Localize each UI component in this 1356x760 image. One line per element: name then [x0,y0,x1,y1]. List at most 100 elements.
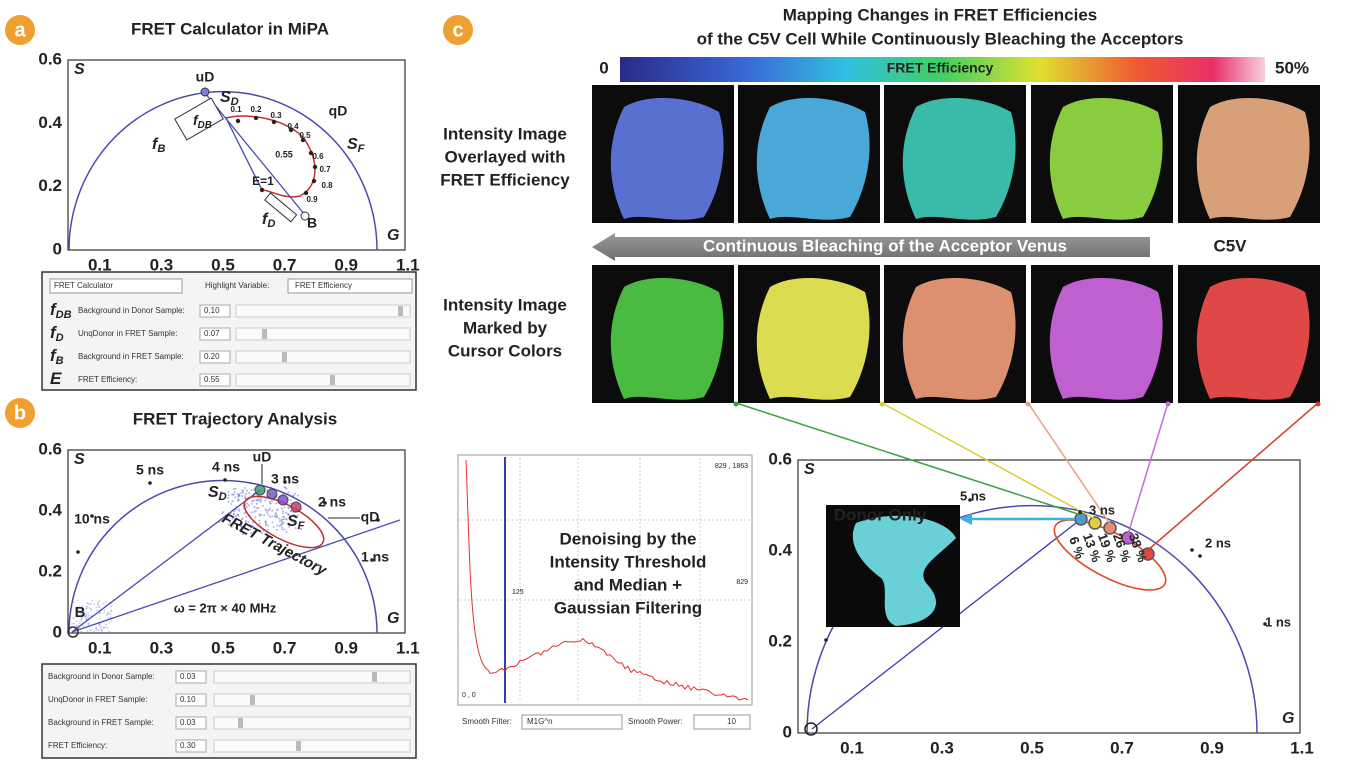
scatter-dot [251,511,253,513]
slider-thumb [250,695,255,705]
scatter-dot [261,514,263,516]
y-tick-label: 0.2 [38,561,62,580]
annotation: 0.5 [299,131,311,140]
link-end [1026,402,1031,407]
slider[interactable] [214,740,410,752]
scatter-dot [93,631,95,633]
annotation: ω = 2π × 40 MHz [174,600,277,615]
scatter-dot [286,493,288,495]
cell-image [1197,278,1310,400]
slider[interactable] [214,671,410,683]
scatter-dot [103,626,105,628]
slider[interactable] [214,717,410,729]
annotation: 1 ns [361,549,389,565]
trajectory-point [312,179,316,183]
scatter-dot [87,612,89,614]
symbol: SF [347,136,366,155]
dropdown-text: FRET Efficiency [295,281,352,290]
scatter-dot [248,504,250,506]
scatter-dot [276,529,278,531]
lifetime-dot [1190,548,1194,552]
scatter-dot [275,502,277,504]
trajectory-point [313,165,317,169]
spinbox[interactable] [694,715,750,729]
scatter-dot [100,629,102,631]
link-end [1166,402,1171,407]
lifetime-dot [148,481,152,485]
caption: Intensity Threshold [550,552,707,571]
x-tick-label: 0.7 [273,638,297,657]
axis-label: S [74,451,85,468]
scatter-dot [104,609,106,611]
annotation: B [307,215,317,231]
scatter-dot [242,492,244,494]
scatter-dot [266,512,268,514]
slider-thumb [372,672,377,682]
scatter-dot [88,622,90,624]
cell-image [611,98,724,220]
scatter-dot [278,518,280,520]
symbol: SF [287,513,306,532]
scatter-dot [86,630,88,632]
scatter-dot [227,491,229,493]
scatter-dot [276,515,278,517]
scatter-dot [90,603,92,605]
scatter-dot [282,512,284,514]
lifetime-label: 1 ns [1265,614,1291,629]
control-label: FRET Efficiency: [78,375,137,384]
symbol: fB [152,136,165,155]
symbol-main: S [208,484,219,501]
control-label: UnqDonor in FRET Sample: [48,695,147,704]
symbol-main: E [50,369,62,388]
scatter-dot [105,601,107,603]
scatter-dot [110,611,112,613]
scatter-dot [86,608,88,610]
symbol-sub: DB [56,309,72,321]
symbol-sub: F [358,143,366,155]
annotation: 10 ns [74,511,110,527]
scatter-dot [246,490,248,492]
trajectory-point [260,188,264,192]
trajectory-point [254,116,258,120]
symbol-sub: F [298,520,306,532]
lifetime-dot [1198,554,1202,558]
y-tick-label: 0.4 [768,540,792,559]
scatter-dot [280,524,282,526]
slider[interactable] [236,374,410,386]
scatter-dot [265,521,267,523]
caption: Gaussian Filtering [554,598,702,617]
x-tick-label: 0.1 [88,638,112,657]
scatter-dot [221,512,223,514]
scatter-dot [244,497,246,499]
scatter-dot [262,505,264,507]
annotation: 3 ns [271,471,299,487]
scatter-dot [289,499,291,501]
scatter-dot [238,510,240,512]
slider[interactable] [236,351,410,363]
scatter-dot [241,495,243,497]
row-label: Intensity Image [443,295,567,314]
arrow-head [960,513,972,525]
control-value: 0.30 [180,741,196,750]
x-tick-label: 0.9 [334,638,358,657]
slider[interactable] [214,694,410,706]
control-label: FRET Efficiency: [48,741,107,750]
scatter-dot [297,495,299,497]
y-tick-label: 0.6 [38,439,62,458]
panel-title: of the C5V Cell While Continuously Bleac… [697,29,1184,48]
scatter-dot [269,516,271,518]
row-symbol: E [50,369,62,388]
slider[interactable] [236,305,410,317]
scatter-dot [108,630,110,632]
scatter-dot [265,524,267,526]
scatter-dot [109,622,111,624]
scatter-dot [264,499,266,501]
scatter-dot [254,516,256,518]
symbol-main: S [347,136,358,153]
panel-letter: b [14,402,26,424]
cursor-link [1148,403,1318,550]
scatter-dot [288,507,290,509]
scatter-dot [238,499,240,501]
annotation: qD [329,103,348,119]
scatter-dot [110,613,112,615]
